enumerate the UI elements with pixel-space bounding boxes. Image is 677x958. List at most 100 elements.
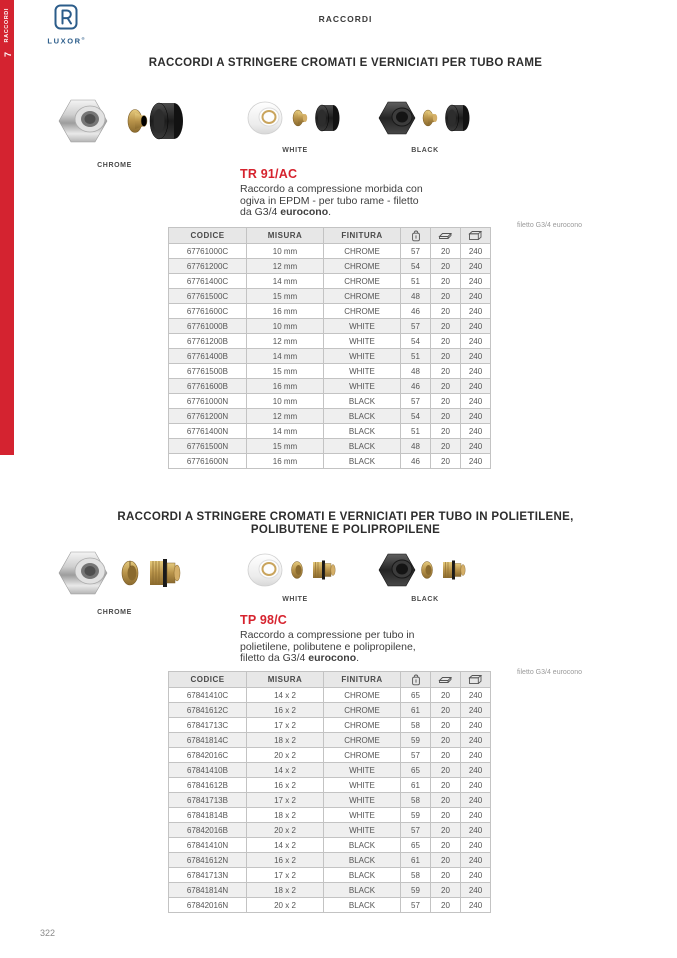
table-cell: 240 — [460, 882, 491, 898]
table-cell: 67761200B — [168, 333, 247, 349]
registered-mark: ® — [81, 36, 85, 41]
brand-logo: LUXOR® — [46, 4, 86, 46]
table-cell: 20 — [430, 453, 461, 469]
table-row: 67761400C 14 mm CHROME 51 20 240 — [168, 273, 491, 289]
table-row: 67841612B 16 x 2 WHITE 61 20 240 — [168, 777, 491, 793]
table-cell: 240 — [460, 333, 491, 349]
table-cell: 10 mm — [246, 393, 324, 409]
table-cell: 240 — [460, 393, 491, 409]
section-title-tubo-rame: RACCORDI A STRINGERE CROMATI E VERNICIAT… — [148, 57, 543, 69]
table-cell: 240 — [460, 732, 491, 748]
pack-icon — [430, 227, 461, 244]
table-row: 67761600N 16 mm BLACK 46 20 240 — [168, 453, 491, 469]
table-row: 67841814B 18 x 2 WHITE 59 20 240 — [168, 807, 491, 823]
table-cell: 17 x 2 — [246, 867, 324, 883]
brand-wordmark: LUXOR® — [47, 36, 85, 46]
table-cell: BLACK — [323, 438, 401, 454]
table-cell: WHITE — [323, 792, 401, 808]
table-cell: CHROME — [323, 258, 401, 274]
table-cell: BLACK — [323, 867, 401, 883]
table-cell: 67761400N — [168, 423, 247, 439]
table-cell: 67841612B — [168, 777, 247, 793]
table-cell: 14 mm — [246, 273, 324, 289]
table-cell: WHITE — [323, 378, 401, 394]
table-cell: 14 mm — [246, 348, 324, 364]
table-row: 67841410N 14 x 2 BLACK 65 20 240 — [168, 837, 491, 853]
table-cell: 20 — [430, 777, 461, 793]
luxor-logo-icon — [54, 4, 78, 34]
table-cell: BLACK — [323, 453, 401, 469]
table-cell: 65 — [400, 837, 431, 853]
table-cell: 58 — [400, 867, 431, 883]
table-cell: WHITE — [323, 363, 401, 379]
col-misura: MISURA — [246, 227, 324, 244]
product-description: Raccordo a compressione per tubo in poli… — [240, 629, 416, 664]
table-cell: 240 — [460, 777, 491, 793]
table-cell: 20 — [430, 243, 461, 259]
spec-table-tr91ac: CODICE MISURA FINITURA — [168, 227, 491, 469]
table-cell: 240 — [460, 438, 491, 454]
product-code: TP 98/C — [240, 613, 288, 627]
table-cell: 61 — [400, 852, 431, 868]
table-row: 67761000B 10 mm WHITE 57 20 240 — [168, 318, 491, 334]
product-photo-black — [373, 92, 477, 144]
table-cell: 14 mm — [246, 423, 324, 439]
table-cell: CHROME — [323, 303, 401, 319]
col-codice: CODICE — [168, 671, 247, 688]
table-header-row: CODICE MISURA FINITURA — [168, 671, 491, 688]
table-cell: 20 — [430, 822, 461, 838]
table-cell: 240 — [460, 318, 491, 334]
table-row: 67761400B 14 mm WHITE 51 20 240 — [168, 348, 491, 364]
table-cell: 20 — [430, 348, 461, 364]
table-row: 67841410C 14 x 2 CHROME 65 20 240 — [168, 687, 491, 703]
table-cell: CHROME — [323, 717, 401, 733]
table-row: 67761200C 12 mm CHROME 54 20 240 — [168, 258, 491, 274]
table-row: 67842016C 20 x 2 CHROME 57 20 240 — [168, 747, 491, 763]
product-photo-chrome — [38, 540, 191, 608]
carton-icon — [460, 671, 491, 688]
table-cell: 67841814C — [168, 732, 247, 748]
table-cell: 67841814N — [168, 882, 247, 898]
table-cell: 240 — [460, 258, 491, 274]
table-row: 67761000C 10 mm CHROME 57 20 240 — [168, 243, 491, 259]
table-cell: 48 — [400, 438, 431, 454]
table-cell: 20 — [430, 318, 461, 334]
product-photo-white — [243, 92, 347, 144]
table-cell: BLACK — [323, 408, 401, 424]
sidebar-chapter-number: 7 — [2, 52, 13, 58]
table-cell: 20 — [430, 852, 461, 868]
table-cell: 16 x 2 — [246, 702, 324, 718]
table-row: 67841713B 17 x 2 WHITE 58 20 240 — [168, 792, 491, 808]
table-cell: 18 x 2 — [246, 732, 324, 748]
table-cell: 58 — [400, 717, 431, 733]
col-codice: CODICE — [168, 227, 247, 244]
table-cell: 16 mm — [246, 453, 324, 469]
table-cell: 46 — [400, 378, 431, 394]
table-cell: 20 — [430, 363, 461, 379]
table-cell: 18 x 2 — [246, 807, 324, 823]
table-cell: 59 — [400, 807, 431, 823]
table-cell: 67841410B — [168, 762, 247, 778]
table-cell: 67761000C — [168, 243, 247, 259]
thread-note: filetto G3/4 eurocono — [517, 669, 582, 676]
product-photo-black — [373, 545, 477, 595]
table-row: 67761500N 15 mm BLACK 48 20 240 — [168, 438, 491, 454]
page-header: RACCORDI — [318, 14, 373, 24]
table-cell: 20 — [430, 378, 461, 394]
table-cell: 20 — [430, 792, 461, 808]
table-cell: 18 x 2 — [246, 882, 324, 898]
table-cell: 59 — [400, 882, 431, 898]
table-cell: 20 — [430, 762, 461, 778]
table-cell: 65 — [400, 687, 431, 703]
table-cell: 67761400B — [168, 348, 247, 364]
table-cell: 57 — [400, 747, 431, 763]
table-cell: BLACK — [323, 852, 401, 868]
table-cell: 46 — [400, 453, 431, 469]
table-cell: 240 — [460, 747, 491, 763]
table-cell: 20 — [430, 897, 461, 913]
table-cell: 240 — [460, 363, 491, 379]
table-cell: 240 — [460, 423, 491, 439]
photo-label-white: WHITE — [282, 147, 308, 154]
table-cell: WHITE — [323, 822, 401, 838]
photo-label-black: BLACK — [411, 147, 439, 154]
